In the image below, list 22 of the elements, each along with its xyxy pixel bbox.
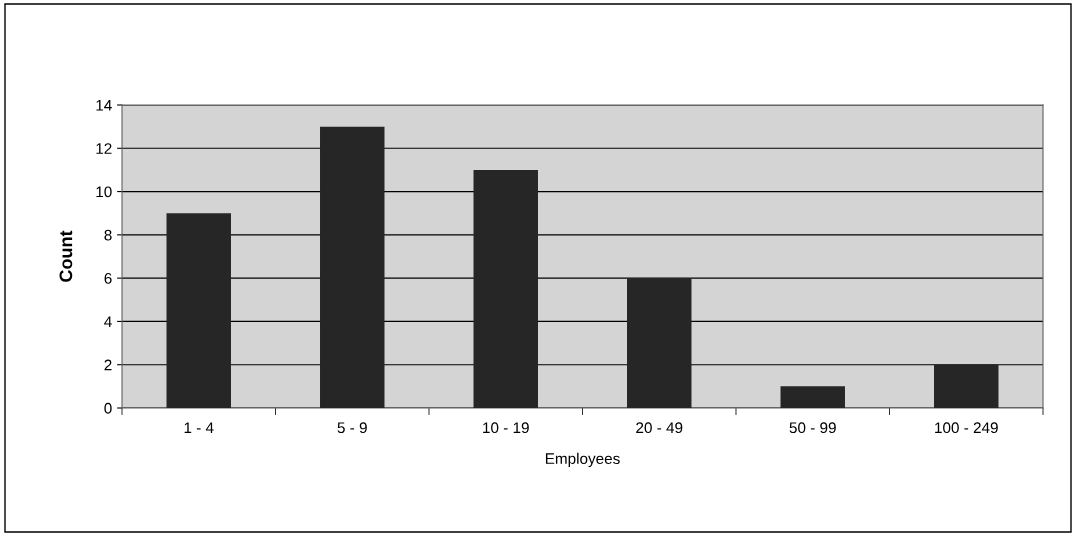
bar <box>473 169 538 408</box>
y-tick-label: 6 <box>104 273 112 284</box>
y-tick-label: 2 <box>104 359 112 371</box>
x-tick-label: 1 - 4 <box>184 422 214 433</box>
y-tick-label: 8 <box>104 229 112 241</box>
y-tick-label: 0 <box>104 402 112 414</box>
y-tick-label: 12 <box>96 143 112 154</box>
x-tick-label: 10 - 19 <box>483 422 529 434</box>
bar <box>627 278 692 408</box>
bar <box>320 126 385 408</box>
bar <box>934 364 999 408</box>
x-tick-label: 20 - 49 <box>636 422 683 434</box>
bar <box>780 386 845 408</box>
x-tick-label: 100 - 249 <box>935 422 998 434</box>
y-tick-label: 14 <box>96 100 112 111</box>
x-tick-label: 5 - 9 <box>337 422 367 434</box>
bar <box>166 213 231 408</box>
x-tick-label: 50 - 99 <box>789 422 836 434</box>
y-axis-title: Count <box>59 230 73 282</box>
y-tick-label: 10 <box>96 186 112 198</box>
x-axis-title: Employees <box>545 452 620 468</box>
y-tick-label: 4 <box>104 316 112 327</box>
